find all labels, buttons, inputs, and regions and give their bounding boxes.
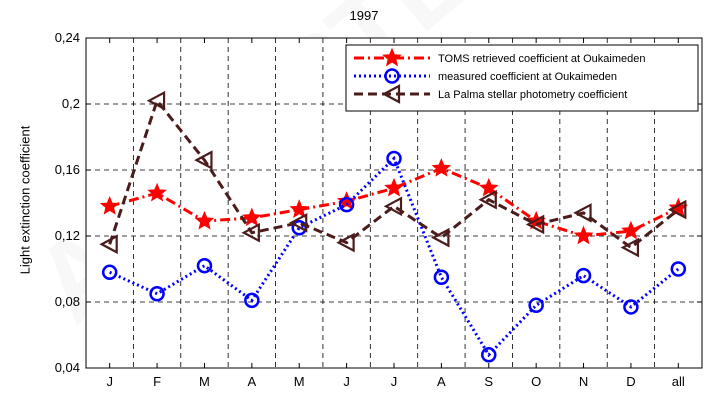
data-point xyxy=(620,237,640,258)
data-point xyxy=(386,150,402,167)
data-point xyxy=(149,286,165,302)
legend-swatch-marker xyxy=(382,47,402,67)
y-tick-label: 0,08 xyxy=(55,294,80,309)
data-point xyxy=(384,177,404,197)
data-point xyxy=(575,267,592,284)
x-tick-label: J xyxy=(391,374,398,389)
series-line xyxy=(108,97,680,250)
data-point xyxy=(573,225,594,245)
chart-title: 1997 xyxy=(349,8,379,23)
y-tick-label: 0,24 xyxy=(55,30,80,45)
legend-entry: La Palma stellar photometry coefficient xyxy=(438,89,627,101)
data-point xyxy=(194,210,215,230)
data-point xyxy=(289,199,310,218)
data-point xyxy=(146,90,166,111)
data-point xyxy=(478,189,497,210)
x-tick-label: J xyxy=(106,374,113,389)
data-point xyxy=(528,297,544,314)
y-tick-label: 0,04 xyxy=(55,360,80,375)
x-tick-label: A xyxy=(248,374,257,389)
y-tick-label: 0,12 xyxy=(55,228,80,243)
x-tick-label: F xyxy=(153,374,161,389)
data-point xyxy=(525,214,545,235)
y-tick-label: 0,16 xyxy=(55,162,80,177)
legend-swatch-marker xyxy=(381,84,401,104)
data-point xyxy=(196,257,213,274)
series-line xyxy=(109,155,680,358)
x-tick-label: N xyxy=(579,374,588,389)
series-3 xyxy=(99,90,687,258)
x-tick-label: S xyxy=(484,374,493,389)
x-tick-label: D xyxy=(626,374,635,389)
data-point xyxy=(101,264,118,281)
data-point xyxy=(573,203,592,223)
x-tick-label: M xyxy=(199,374,210,389)
data-point xyxy=(383,196,403,217)
data-point xyxy=(431,227,450,248)
data-point xyxy=(244,292,260,309)
data-point xyxy=(336,191,357,210)
x-tick-label: all xyxy=(672,374,685,389)
legend-entry: measured coefficient at Oukaimeden xyxy=(438,71,617,83)
data-point xyxy=(194,150,213,170)
data-point xyxy=(431,157,452,177)
data-point xyxy=(621,220,641,240)
x-tick-label: O xyxy=(531,374,541,389)
data-point xyxy=(478,177,499,197)
y-tick-label: 0,2 xyxy=(62,96,80,111)
data-point xyxy=(623,299,639,315)
data-point xyxy=(338,196,355,213)
data-point xyxy=(336,232,355,253)
legend xyxy=(345,44,699,112)
data-point xyxy=(147,182,167,202)
data-point xyxy=(241,222,260,243)
data-point xyxy=(481,347,497,363)
legend-swatch-marker xyxy=(384,68,400,84)
data-point xyxy=(288,212,308,233)
data-point xyxy=(433,269,450,285)
data-point xyxy=(99,195,120,215)
data-point xyxy=(670,261,687,277)
x-tick-label: A xyxy=(437,374,446,389)
x-tick-label: J xyxy=(343,374,350,389)
x-tick-label: M xyxy=(294,374,305,389)
legend-entry: TOMS retrieved coefficient at Oukaimeden xyxy=(438,53,645,65)
data-point xyxy=(667,199,687,220)
data-point xyxy=(242,207,262,227)
data-point xyxy=(99,234,118,255)
